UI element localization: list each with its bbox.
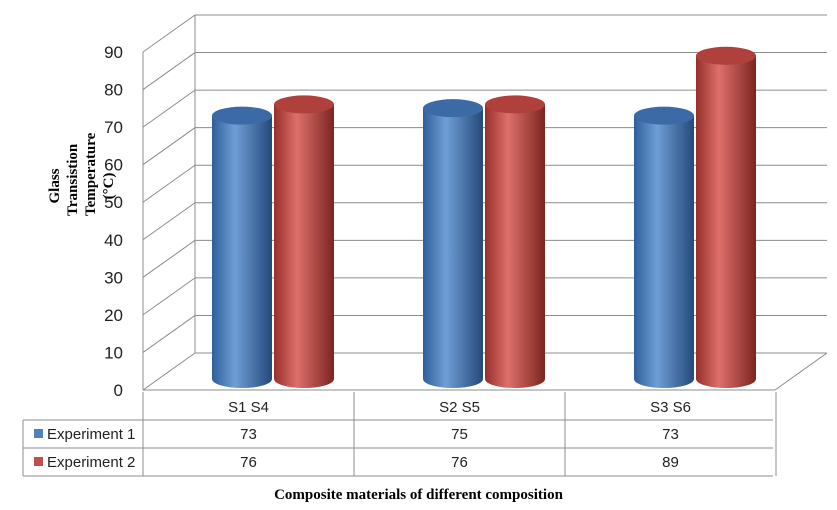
y-tick-label: 10 xyxy=(104,343,123,362)
data-label: 73 xyxy=(662,426,679,443)
legend-swatch xyxy=(34,457,43,466)
bar-top xyxy=(212,106,272,125)
data-label: 76 xyxy=(240,454,257,471)
bar-1-2 xyxy=(423,99,483,388)
floor-right-edge xyxy=(774,352,828,391)
gridline-diagonal xyxy=(142,14,196,53)
bar-body xyxy=(485,104,545,388)
data-label: 89 xyxy=(662,454,679,471)
data-label: 75 xyxy=(451,426,468,443)
gridline-diagonal xyxy=(142,127,196,166)
bar-body xyxy=(274,104,334,388)
bar-top xyxy=(274,95,334,114)
y-axis-title-line-1: Glass Transistion xyxy=(47,143,81,216)
y-tick-label: 40 xyxy=(104,231,123,250)
bar-2-1 xyxy=(274,95,334,388)
y-tick-label: 20 xyxy=(104,306,123,325)
gridline-diagonal xyxy=(142,352,196,391)
gridline-diagonal xyxy=(142,202,196,241)
y-tick-label: 90 xyxy=(104,43,123,62)
category-label: S2 S5 xyxy=(439,399,480,416)
gridline-diagonal xyxy=(142,315,196,353)
y-tick-label: 70 xyxy=(104,118,123,137)
category-label: S1 S4 xyxy=(228,399,269,416)
data-table: S1 S4 S2 S5 S3 S6 Experiment 1 73 75 73 Experim… xyxy=(22,392,777,477)
gridline-diagonal xyxy=(142,52,196,90)
y-tick-label: 80 xyxy=(104,81,123,100)
category-label: S3 S6 xyxy=(650,399,691,416)
y-axis-title-line-2: Temperature (°C) xyxy=(83,132,117,216)
data-label: 76 xyxy=(451,454,468,471)
y-tick-label: 50 xyxy=(104,193,123,212)
bar-top xyxy=(634,106,694,125)
bar-layer xyxy=(212,46,756,389)
data-label: 73 xyxy=(240,426,257,443)
y-axis-title: Glass Transistion Temperature (°C) xyxy=(46,132,118,216)
bar-body xyxy=(423,108,483,388)
y-tick-labels: 0 10 20 30 40 50 60 70 80 90 xyxy=(104,43,123,400)
legend-label: Experiment 2 xyxy=(47,454,135,471)
bar-body xyxy=(634,115,694,389)
bar-2-3 xyxy=(696,46,756,388)
gridline-diagonal xyxy=(142,164,196,203)
bar-2-2 xyxy=(485,95,545,388)
x-axis-title: Composite materials of different composi… xyxy=(274,487,563,503)
y-tick-label: 30 xyxy=(104,268,123,287)
bar-1-3 xyxy=(634,106,694,389)
legend-swatch xyxy=(34,429,43,438)
bar-top xyxy=(485,95,545,114)
bar-body xyxy=(212,115,272,389)
gridline-diagonal xyxy=(142,277,196,316)
y-tick-label: 0 xyxy=(114,381,123,400)
y-tick-label: 60 xyxy=(104,156,123,175)
bar-top xyxy=(423,99,483,118)
bar-1-1 xyxy=(212,106,272,389)
legend-label: Experiment 1 xyxy=(47,426,135,443)
bar-top xyxy=(696,46,756,65)
gridline-diagonal xyxy=(142,239,196,278)
bar-body xyxy=(696,55,756,388)
gridline-diagonal xyxy=(142,89,196,128)
